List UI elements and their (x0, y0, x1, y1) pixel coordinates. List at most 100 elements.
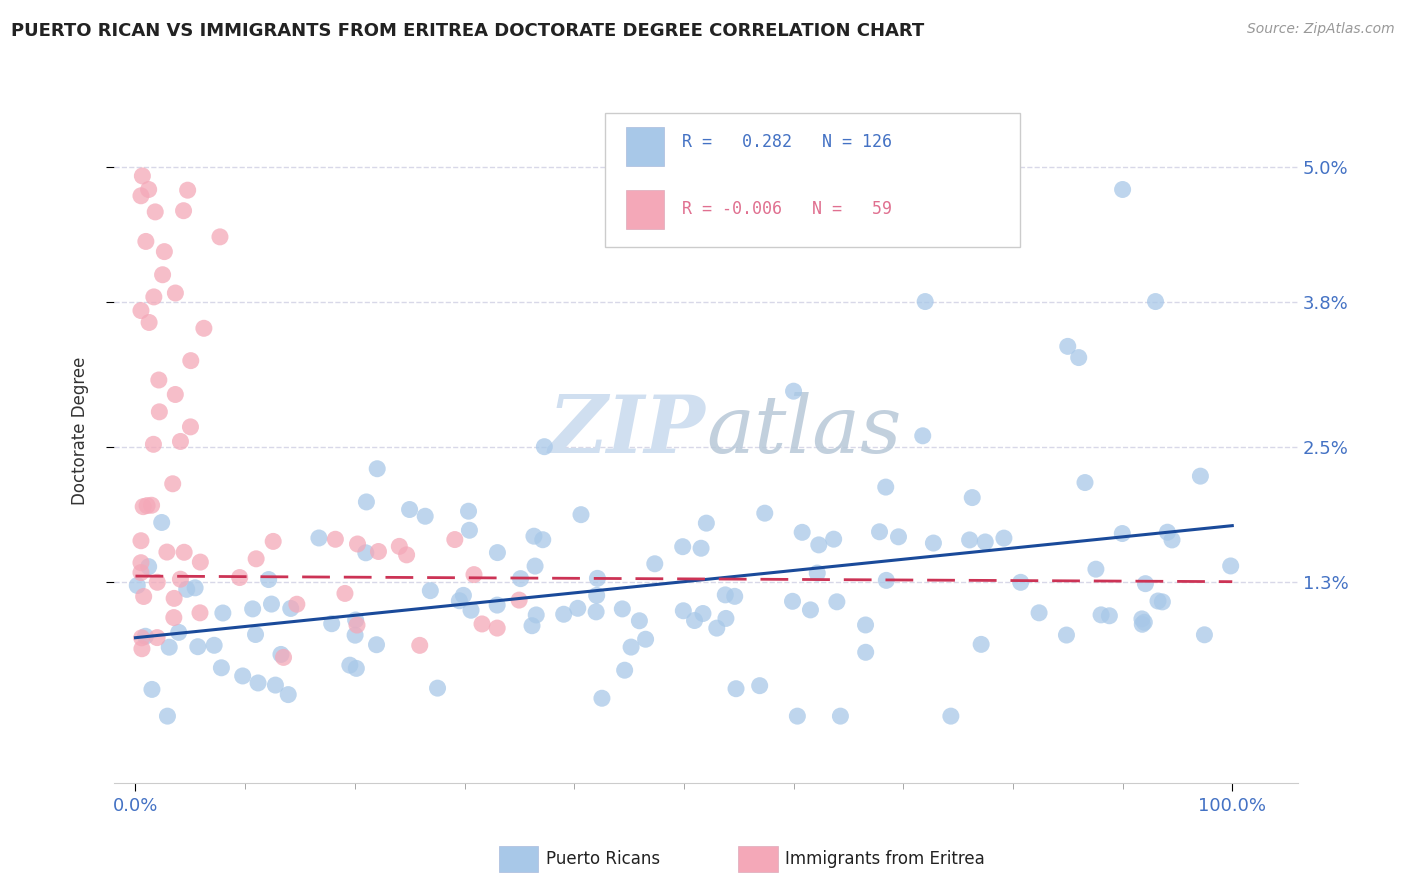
Point (184, 581, 207, 595)
Point (585, 588, 607, 602)
Text: R =   0.282   N = 126: R = 0.282 N = 126 (682, 134, 893, 152)
Point (486, 546, 509, 560)
Point (799, 603, 821, 617)
Bar (627, 190, 665, 229)
Point (1219, 558, 1241, 573)
Point (152, 268, 174, 282)
Text: Puerto Ricans: Puerto Ricans (546, 850, 659, 868)
Point (914, 294, 936, 309)
Point (754, 506, 776, 520)
Point (1133, 615, 1156, 630)
Point (471, 616, 494, 631)
Point (426, 681, 449, 695)
Point (132, 500, 155, 514)
Point (620, 640, 643, 654)
Point (135, 235, 157, 249)
Point (356, 495, 378, 509)
Point (1028, 606, 1050, 620)
Point (395, 548, 418, 562)
Point (129, 188, 152, 202)
Point (553, 607, 575, 622)
Point (187, 640, 209, 654)
Point (567, 601, 589, 615)
Point (167, 625, 190, 640)
Point (367, 544, 389, 558)
Point (523, 529, 546, 543)
Point (169, 434, 191, 449)
Point (262, 534, 284, 549)
Point (141, 498, 163, 512)
Point (247, 676, 270, 690)
Point (869, 524, 891, 539)
Point (1144, 294, 1167, 309)
Point (634, 632, 657, 647)
Point (136, 499, 159, 513)
Point (131, 631, 153, 645)
Point (366, 461, 388, 475)
Text: Source: ZipAtlas.com: Source: ZipAtlas.com (1247, 22, 1395, 37)
Point (887, 530, 910, 544)
Point (714, 611, 737, 625)
Point (264, 678, 287, 692)
Point (1111, 182, 1133, 196)
Point (683, 614, 706, 628)
Point (806, 566, 828, 580)
Point (855, 618, 877, 632)
Point (706, 621, 728, 635)
Point (146, 631, 169, 645)
Point (242, 602, 264, 616)
Point (169, 572, 191, 586)
Point (366, 638, 388, 652)
Point (1090, 607, 1112, 622)
Point (486, 621, 509, 635)
Point (321, 616, 343, 631)
Point (257, 573, 280, 587)
Point (202, 638, 225, 652)
Point (163, 610, 186, 624)
Point (714, 588, 737, 602)
Point (398, 502, 420, 516)
Point (339, 658, 361, 673)
Point (165, 285, 187, 300)
Point (1067, 351, 1090, 365)
Point (458, 523, 481, 537)
Point (830, 709, 852, 723)
Point (453, 588, 475, 602)
Point (388, 540, 411, 554)
Point (188, 555, 211, 569)
Point (1194, 628, 1216, 642)
Point (724, 590, 747, 604)
Point (911, 429, 934, 443)
Point (460, 603, 482, 617)
Point (245, 551, 267, 566)
Point (486, 598, 509, 612)
Point (346, 537, 368, 551)
Point (142, 290, 165, 304)
Point (613, 663, 636, 677)
Point (644, 557, 666, 571)
Point (129, 533, 152, 548)
Point (672, 604, 695, 618)
Text: R = -0.006   N =   59: R = -0.006 N = 59 (682, 201, 893, 219)
Point (993, 531, 1015, 545)
Point (138, 316, 160, 330)
Point (782, 384, 804, 399)
Point (176, 582, 198, 597)
Point (148, 373, 170, 387)
Point (413, 509, 436, 524)
Point (232, 669, 254, 683)
Point (585, 605, 607, 619)
Point (591, 691, 613, 706)
Point (163, 591, 186, 606)
Point (157, 640, 180, 655)
Point (449, 593, 471, 607)
Point (165, 387, 187, 401)
Point (156, 709, 179, 723)
Point (520, 618, 543, 632)
Point (1010, 575, 1032, 590)
Point (922, 536, 945, 550)
Point (138, 182, 160, 196)
Point (1056, 628, 1078, 642)
Point (463, 567, 485, 582)
Point (1098, 608, 1121, 623)
